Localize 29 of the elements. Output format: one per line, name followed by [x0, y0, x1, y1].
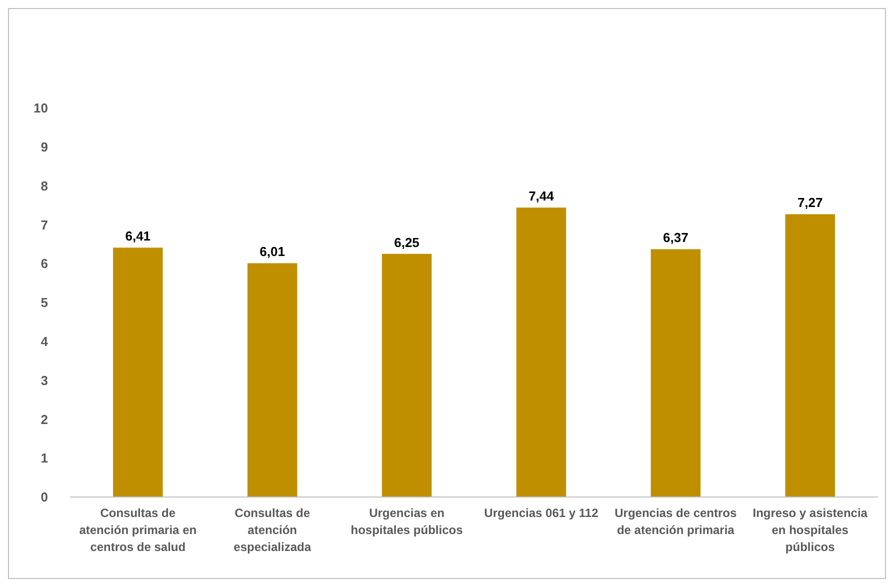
y-tick-label: 0 — [40, 490, 48, 505]
bar — [382, 254, 432, 497]
bar — [785, 214, 835, 497]
x-tick-label: Consultas de atención especializada — [234, 506, 312, 554]
data-label: 7,27 — [797, 195, 823, 210]
bar — [113, 248, 163, 497]
data-label: 6,41 — [125, 228, 151, 244]
bar — [516, 208, 566, 497]
bar — [247, 263, 298, 497]
y-tick-label: 2 — [40, 412, 48, 427]
x-tick-label: Urgencias en hospitales públicos — [350, 506, 464, 537]
x-tick-label: Urgencias de centros de atención primaria — [614, 506, 738, 537]
x-tick-label: Consultas de atención primaria en centros de salud — [79, 506, 197, 554]
data-label: 6,01 — [260, 244, 285, 260]
bar — [650, 249, 701, 497]
y-tick-label: 7 — [40, 217, 48, 232]
y-tick-label: 4 — [40, 334, 49, 349]
y-tick-label: 10 — [34, 100, 48, 116]
data-label: 6,25 — [394, 234, 420, 250]
data-label: 6,37 — [663, 230, 688, 246]
y-tick-label: 3 — [40, 372, 48, 388]
y-tick-label: 8 — [40, 178, 48, 194]
y-tick-label: 5 — [40, 295, 48, 310]
y-tick-label: 1 — [40, 450, 48, 466]
y-tick-label: 6 — [40, 256, 48, 272]
x-tick-label: Urgencias 061 y 112 — [484, 506, 599, 520]
data-label: 7,44 — [528, 188, 555, 204]
x-tick-label: Ingreso y asistencia en hospitales públicos — [752, 506, 868, 554]
y-tick-label: 9 — [40, 139, 48, 154]
